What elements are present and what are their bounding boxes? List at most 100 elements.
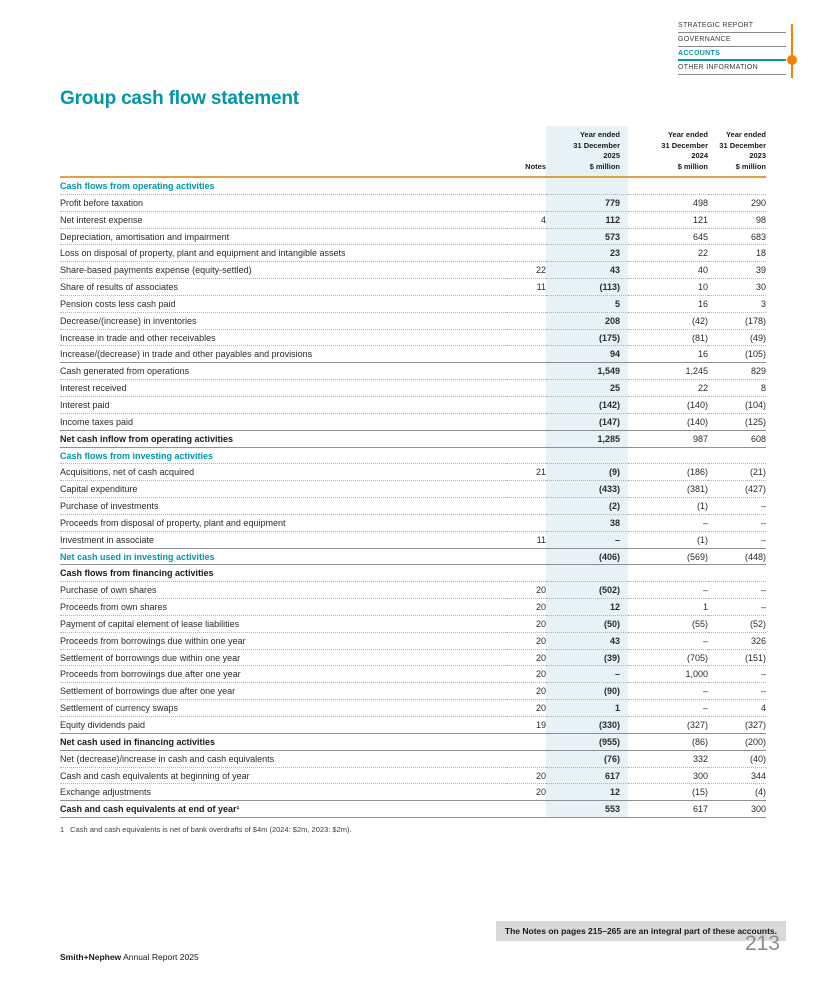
value-2024: 300	[628, 767, 708, 785]
table-row: Pension costs less cash paid 5 16 3	[60, 295, 766, 313]
table-row: Cash and cash equivalents at beginning o…	[60, 767, 766, 785]
row-label: Settlement of currency swaps	[60, 699, 506, 717]
value-2023: 30	[708, 278, 766, 296]
row-label: Investment in associate	[60, 531, 506, 549]
value-2024	[628, 447, 708, 465]
row-label: Acquisitions, net of cash acquired	[60, 463, 506, 482]
value-2025: 553	[546, 800, 628, 819]
value-2023: (151)	[708, 649, 766, 667]
value-2023: (21)	[708, 463, 766, 482]
value-2023: (49)	[708, 329, 766, 347]
value-2024: (81)	[628, 329, 708, 347]
row-label: Cash and cash equivalents at end of year…	[60, 800, 506, 819]
value-2023: 98	[708, 211, 766, 229]
row-notes: 20	[506, 682, 546, 701]
value-2025: 1	[546, 699, 628, 717]
value-2024: (1)	[628, 497, 708, 515]
value-2025: (9)	[546, 463, 628, 482]
nav-accent-dot	[787, 55, 797, 65]
row-label: Proceeds from disposal of property, plan…	[60, 514, 506, 532]
row-notes: 19	[506, 716, 546, 734]
row-label: Interest received	[60, 379, 506, 397]
value-2025: 617	[546, 767, 628, 785]
value-2025: (502)	[546, 581, 628, 600]
row-notes	[506, 194, 546, 212]
value-2025: (330)	[546, 716, 628, 734]
value-2023: –	[708, 598, 766, 616]
value-2024: (140)	[628, 413, 708, 431]
row-label: Capital expenditure	[60, 480, 506, 499]
row-label: Payment of capital element of lease liab…	[60, 615, 506, 633]
table-row: Purchase of own shares 20 (502) – –	[60, 581, 766, 600]
value-2023: (125)	[708, 413, 766, 431]
row-notes	[506, 732, 546, 751]
row-label: Cash flows from financing activities	[60, 564, 506, 583]
table-row: Increase/(decrease) in trade and other p…	[60, 345, 766, 364]
value-2025: 573	[546, 228, 628, 246]
statement-content: Notes Year ended 31 December 2025 $ mill…	[60, 126, 766, 834]
value-2023: (427)	[708, 480, 766, 499]
value-2024: (705)	[628, 649, 708, 667]
value-2025: 112	[546, 211, 628, 229]
row-notes	[506, 413, 546, 431]
table-row: Capital expenditure (433) (381) (427)	[60, 480, 766, 499]
value-2025: 25	[546, 379, 628, 397]
table-row: Net cash inflow from operating activitie…	[60, 429, 766, 448]
table-row: Net interest expense 4 112 121 98	[60, 211, 766, 229]
row-notes	[506, 244, 546, 263]
value-2025: –	[546, 665, 628, 684]
header-year-2025: Year ended 31 December 2025 $ million	[546, 126, 628, 178]
row-notes	[506, 800, 546, 819]
value-2023	[708, 447, 766, 465]
value-2023: 4	[708, 699, 766, 717]
table-row: Decrease/(increase) in inventories 208 (42…	[60, 312, 766, 330]
footnote: 1 Cash and cash equivalents is net of ban…	[60, 825, 766, 834]
table-row: Income taxes paid (147) (140) (125)	[60, 413, 766, 431]
value-2025: 12	[546, 783, 628, 802]
table-row: Increase in trade and other receivables (…	[60, 329, 766, 347]
row-label: Net cash used in investing activities	[60, 547, 506, 566]
footer-report-name: Smith+Nephew Annual Report 2025	[60, 952, 199, 962]
table-row: Cash and cash equivalents at end of year…	[60, 800, 766, 819]
value-2024: (86)	[628, 732, 708, 751]
row-notes	[506, 480, 546, 499]
value-2023: –	[708, 682, 766, 701]
value-2024: (15)	[628, 783, 708, 802]
row-notes: 11	[506, 531, 546, 549]
value-2023: 3	[708, 295, 766, 313]
value-2025: 43	[546, 261, 628, 280]
nav-item-other-information[interactable]: OTHER INFORMATION	[678, 64, 786, 75]
row-notes	[506, 345, 546, 364]
row-label: Proceeds from borrowings due after one y…	[60, 665, 506, 684]
value-2024: 498	[628, 194, 708, 212]
row-notes: 20	[506, 699, 546, 717]
nav-item-governance[interactable]: GOVERNANCE	[678, 36, 786, 47]
section-header-row: Cash flows from operating activities	[60, 177, 766, 195]
value-2025	[546, 447, 628, 465]
nav-accent-line	[791, 24, 793, 78]
value-2025: (147)	[546, 413, 628, 431]
value-2023: 300	[708, 800, 766, 819]
table-row: Proceeds from own shares 20 12 1–	[60, 598, 766, 616]
value-2025: (955)	[546, 732, 628, 751]
value-2025: (175)	[546, 329, 628, 347]
table-row: Loss on disposal of property, plant and …	[60, 244, 766, 263]
value-2023: (4)	[708, 783, 766, 802]
table-row: Interest paid (142) (140) (104)	[60, 396, 766, 414]
value-2025: 38	[546, 514, 628, 532]
row-label: Interest paid	[60, 396, 506, 414]
row-notes	[506, 547, 546, 566]
nav-item-strategic-report[interactable]: STRATEGIC REPORT	[678, 22, 786, 33]
table-body: Cash flows from operating activities Prof…	[60, 177, 766, 819]
value-2025: 208	[546, 312, 628, 330]
footnote-text: Cash and cash equivalents is net of bank…	[70, 825, 352, 835]
row-notes	[506, 379, 546, 397]
value-2023: (200)	[708, 732, 766, 751]
row-notes	[506, 312, 546, 330]
value-2023: –	[708, 497, 766, 515]
row-label: Purchase of investments	[60, 497, 506, 515]
value-2024	[628, 177, 708, 195]
value-2023	[708, 177, 766, 195]
nav-item-accounts[interactable]: ACCOUNTS	[678, 50, 786, 61]
value-2025: (39)	[546, 649, 628, 667]
